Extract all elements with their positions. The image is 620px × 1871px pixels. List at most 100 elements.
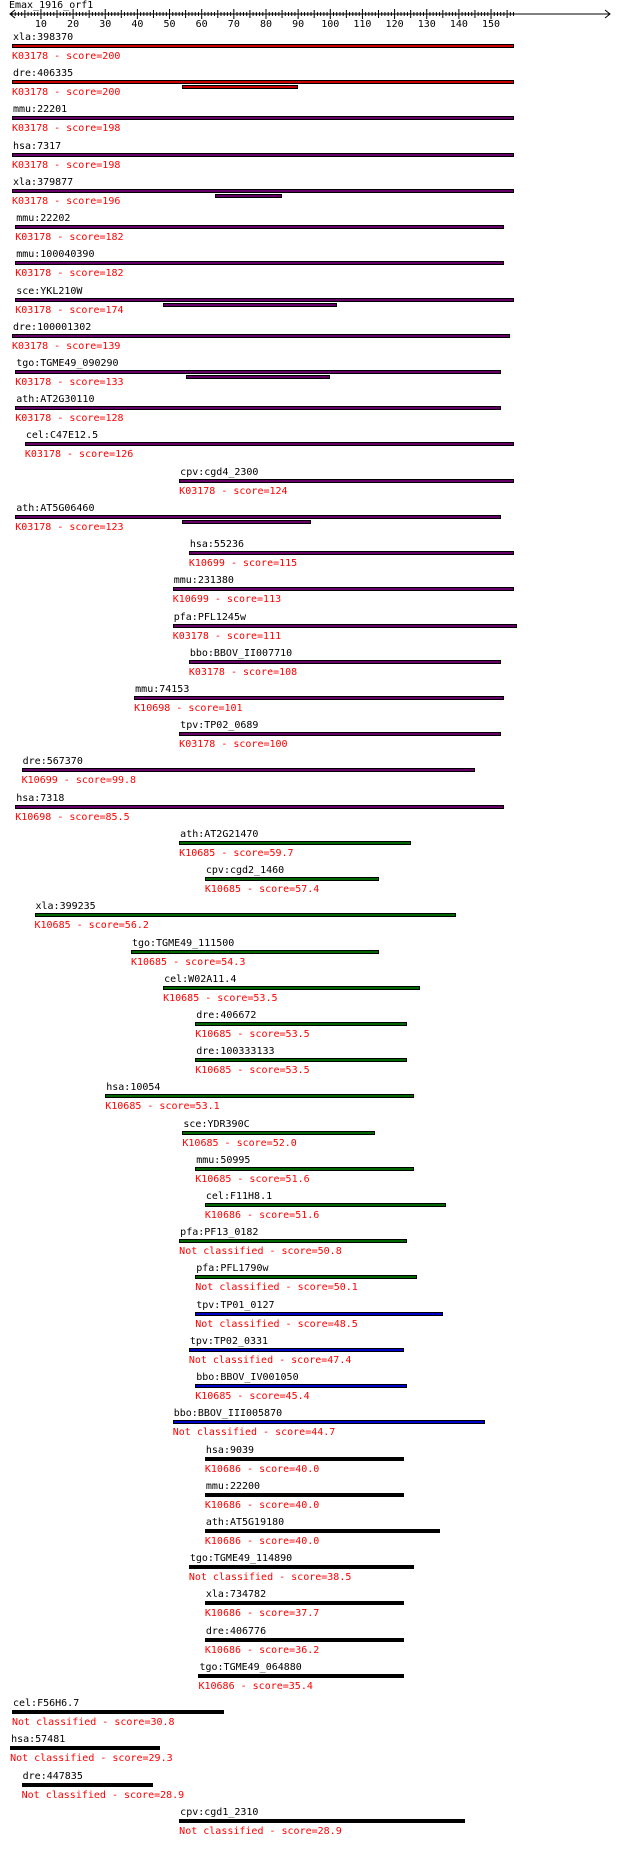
hit-classification-label[interactable]: K10686 - score=40.0 (204, 1499, 320, 1511)
hit-alignment-bar[interactable] (21, 1782, 154, 1787)
hit-classification-label[interactable]: K10685 - score=54.3 (130, 956, 246, 968)
hit-gene-id[interactable]: tpv:TP02_0331 (189, 1335, 269, 1347)
hit-classification-label[interactable]: K10685 - score=45.4 (195, 1391, 310, 1403)
hit-gene-id[interactable]: hsa:9039 (205, 1444, 255, 1456)
hit-gene-id[interactable]: ath:AT2G30110 (16, 394, 95, 406)
hit-classification-label[interactable]: K10699 - score=115 (188, 558, 298, 570)
hit-classification-label[interactable]: Not classified - score=47.4 (188, 1354, 352, 1366)
hit-alignment-bar[interactable] (182, 1130, 376, 1135)
hit-classification-label[interactable]: K10686 - score=36.2 (204, 1644, 320, 1656)
hit-classification-label[interactable]: K10686 - score=37.7 (204, 1608, 320, 1620)
hit-gene-id[interactable]: sce:YDR390C (183, 1118, 250, 1130)
hit-secondary-bar[interactable] (214, 193, 283, 198)
hit-gene-id[interactable]: tgo:TGME49_090290 (16, 357, 119, 369)
hit-gene-id[interactable]: sce:YKL210W (16, 285, 83, 297)
hit-classification-label[interactable]: K10699 - score=99.8 (21, 775, 137, 787)
hit-gene-id[interactable]: xla:379877 (13, 176, 74, 188)
hit-alignment-bar[interactable] (204, 1601, 405, 1606)
hit-alignment-bar[interactable] (204, 1456, 405, 1461)
hit-classification-label[interactable]: K10685 - score=53.5 (195, 1065, 310, 1077)
hit-alignment-bar[interactable] (21, 768, 475, 773)
hit-gene-id[interactable]: cpv:cgd4_2300 (180, 466, 259, 478)
hit-alignment-bar[interactable] (179, 840, 411, 845)
hit-alignment-bar[interactable] (179, 1818, 466, 1823)
hit-alignment-bar[interactable] (10, 1746, 160, 1751)
hit-gene-id[interactable]: dre:406672 (196, 1009, 257, 1021)
hit-secondary-bar[interactable] (163, 302, 337, 307)
hit-alignment-bar[interactable] (172, 587, 514, 592)
hit-classification-label[interactable]: Not classified - score=30.8 (12, 1717, 175, 1729)
hit-gene-id[interactable]: cel:F56H6.7 (13, 1698, 80, 1710)
hit-alignment-bar[interactable] (204, 1492, 405, 1497)
hit-gene-id[interactable]: mmu:50995 (196, 1154, 251, 1166)
hit-alignment-bar[interactable] (130, 949, 379, 954)
hit-gene-id[interactable]: ath:AT2G21470 (180, 828, 259, 840)
hit-classification-label[interactable]: K03178 - score=111 (172, 630, 282, 642)
hit-gene-id[interactable]: tgo:TGME49_064880 (199, 1661, 302, 1673)
hit-alignment-bar[interactable] (172, 623, 517, 628)
hit-alignment-bar[interactable] (15, 804, 504, 809)
hit-alignment-bar[interactable] (204, 1529, 440, 1534)
hit-classification-label[interactable]: K10685 - score=53.5 (163, 992, 278, 1004)
hit-gene-id[interactable]: mmu:100040390 (16, 249, 95, 261)
hit-classification-label[interactable]: K10686 - score=40.0 (204, 1463, 320, 1475)
hit-classification-label[interactable]: Not classified - score=44.7 (172, 1427, 336, 1439)
hit-classification-label[interactable]: K10686 - score=35.4 (198, 1680, 313, 1692)
hit-gene-id[interactable]: mmu:22201 (13, 104, 68, 116)
hit-gene-id[interactable]: bbo:BBOV_II007710 (189, 647, 293, 659)
hit-gene-id[interactable]: pfa:PFL1790w (196, 1263, 269, 1275)
hit-classification-label[interactable]: K10698 - score=85.5 (15, 811, 130, 823)
hit-secondary-bar[interactable] (182, 85, 299, 90)
hit-gene-id[interactable]: ath:AT5G19180 (205, 1517, 285, 1529)
hit-classification-label[interactable]: K03178 - score=182 (15, 268, 124, 280)
hit-classification-label[interactable]: K03178 - score=126 (24, 449, 134, 461)
hit-classification-label[interactable]: K03178 - score=198 (12, 159, 121, 171)
hit-alignment-bar[interactable] (179, 732, 501, 737)
hit-gene-id[interactable]: cpv:cgd2_1460 (205, 865, 285, 877)
hit-classification-label[interactable]: K10698 - score=101 (134, 702, 243, 714)
hit-classification-label[interactable]: K10685 - score=52.0 (182, 1137, 297, 1149)
hit-gene-id[interactable]: hsa:57481 (11, 1734, 66, 1746)
hit-gene-id[interactable]: pfa:PFL1245w (173, 611, 246, 623)
hit-classification-label[interactable]: K10685 - score=57.4 (204, 884, 320, 896)
hit-classification-label[interactable]: K10685 - score=51.6 (195, 1173, 310, 1185)
hit-classification-label[interactable]: K03178 - score=124 (179, 485, 288, 497)
hit-alignment-bar[interactable] (195, 1275, 418, 1280)
hit-alignment-bar[interactable] (188, 1347, 405, 1352)
hit-alignment-bar[interactable] (134, 695, 504, 700)
hit-alignment-bar[interactable] (15, 406, 501, 411)
hit-gene-id[interactable]: hsa:55236 (189, 539, 244, 551)
hit-alignment-bar[interactable] (204, 877, 379, 882)
hit-gene-id[interactable]: tpv:TP02_0689 (180, 720, 259, 732)
hit-alignment-bar[interactable] (24, 442, 514, 447)
hit-classification-label[interactable]: K03178 - score=100 (179, 739, 288, 751)
hit-alignment-bar[interactable] (15, 369, 501, 374)
hit-gene-id[interactable]: dre:406776 (205, 1625, 267, 1637)
hit-gene-id[interactable]: hsa:10054 (106, 1082, 161, 1094)
hit-alignment-bar[interactable] (195, 1021, 408, 1026)
hit-alignment-bar[interactable] (163, 985, 421, 990)
hit-alignment-bar[interactable] (179, 478, 514, 483)
hit-classification-label[interactable]: K03178 - score=174 (15, 304, 124, 316)
hit-secondary-bar[interactable] (182, 519, 311, 524)
hit-alignment-bar[interactable] (12, 333, 511, 338)
hit-gene-id[interactable]: dre:567370 (22, 756, 83, 768)
hit-gene-id[interactable]: tgo:TGME49_111500 (131, 937, 235, 949)
hit-gene-id[interactable]: cpv:cgd1_2310 (180, 1806, 259, 1818)
hit-alignment-bar[interactable] (12, 44, 514, 48)
hit-classification-label[interactable]: Not classified - score=29.3 (10, 1753, 173, 1765)
hit-gene-id[interactable]: xla:398370 (13, 32, 74, 43)
hit-gene-id[interactable]: mmu:22202 (16, 213, 71, 225)
hit-alignment-bar[interactable] (195, 1166, 414, 1171)
hit-alignment-bar[interactable] (179, 1239, 408, 1244)
hit-gene-id[interactable]: bbo:BBOV_IV001050 (196, 1372, 299, 1384)
hit-gene-id[interactable]: dre:406335 (13, 68, 74, 80)
hit-alignment-bar[interactable] (188, 551, 514, 556)
hit-gene-id[interactable]: mmu:22200 (205, 1480, 261, 1492)
hit-alignment-bar[interactable] (195, 1384, 408, 1389)
hit-gene-id[interactable]: pfa:PF13_0182 (180, 1227, 259, 1239)
hit-classification-label[interactable]: K03178 - score=182 (15, 232, 124, 244)
hit-alignment-bar[interactable] (34, 913, 456, 918)
hit-classification-label[interactable]: K03178 - score=198 (12, 123, 121, 135)
hit-alignment-bar[interactable] (12, 80, 514, 85)
